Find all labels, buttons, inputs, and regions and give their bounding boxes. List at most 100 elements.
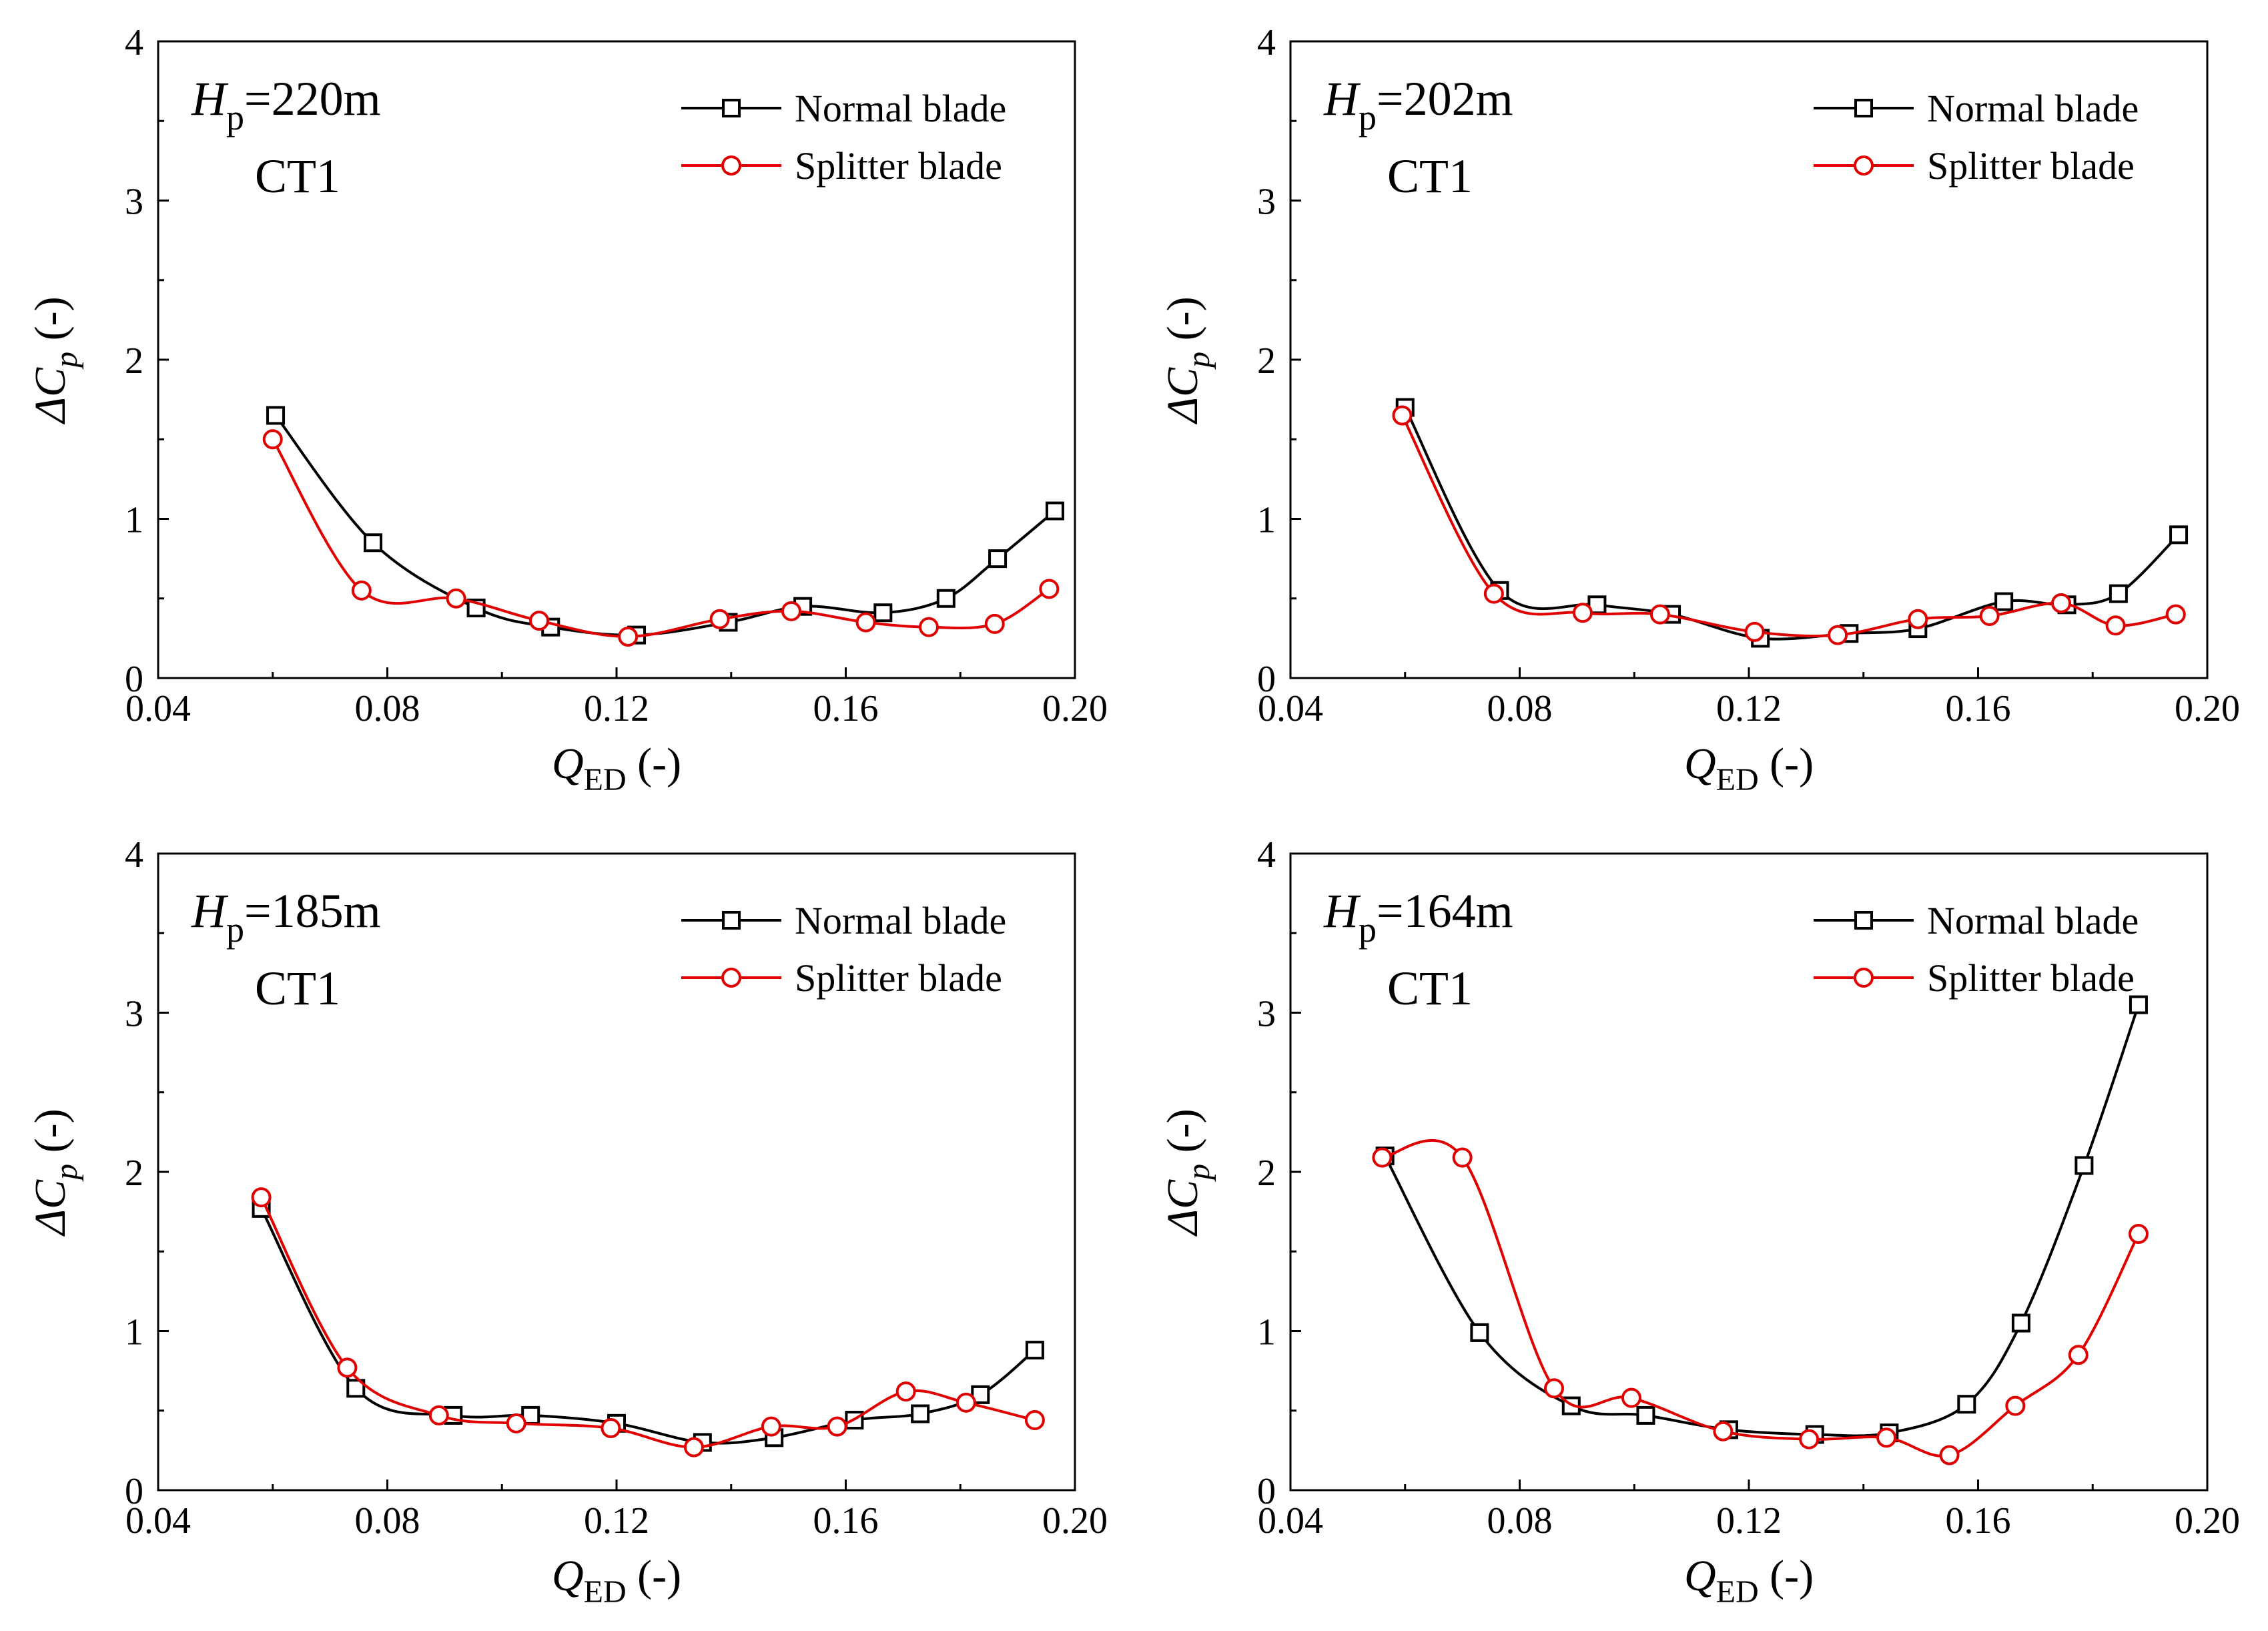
x-tick-label: 0.20: [2175, 688, 2240, 729]
data-point-splitter: [1483, 583, 1504, 604]
x-tick-label: 0.20: [1042, 1500, 1108, 1542]
legend-label: Normal blade: [795, 899, 1006, 942]
data-point-splitter: [2005, 1395, 2026, 1416]
data-point-splitter: [1621, 1387, 1641, 1408]
data-point-splitter: [1372, 1147, 1393, 1168]
head-value: =185m: [244, 884, 381, 938]
head-subscript: p: [226, 97, 244, 137]
y-axis-subscript: p: [1181, 352, 1216, 370]
data-point-normal: [1636, 1405, 1655, 1425]
x-tick-label: 0.08: [355, 688, 420, 729]
legend-marker-circle: [1854, 155, 1874, 176]
x-axis-unit: (-): [1759, 739, 1814, 788]
head-value: =220m: [244, 72, 381, 125]
x-axis-subscript: ED: [1716, 762, 1759, 797]
data-point-normal: [988, 549, 1008, 569]
y-tick-label: 0: [125, 1471, 143, 1512]
y-axis-title: ΔCp (-): [26, 296, 84, 424]
data-point-splitter: [428, 1405, 449, 1425]
y-tick-label: 2: [125, 1153, 143, 1194]
plot-frame: [1289, 852, 2209, 1492]
y-axis-title: ΔCp (-): [1158, 1108, 1216, 1237]
x-tick-label: 0.08: [1487, 688, 1553, 729]
x-axis-symbol: Q: [1684, 739, 1716, 788]
data-point-normal: [1045, 501, 1064, 521]
y-tick-label: 1: [125, 500, 143, 541]
y-axis-subscript: p: [49, 1164, 84, 1182]
x-axis-title: QED (-): [1684, 739, 1814, 797]
legend-label: Normal blade: [1927, 899, 2139, 942]
data-point-splitter: [529, 611, 550, 631]
plot-frame: [1289, 40, 2209, 679]
y-tick-label: 4: [125, 22, 143, 63]
y-tick-label: 3: [125, 182, 143, 223]
data-point-splitter: [827, 1416, 847, 1437]
case-label: CT1: [1387, 149, 1473, 203]
data-point-splitter: [1024, 1410, 1045, 1431]
x-axis-title: QED (-): [552, 739, 681, 797]
x-axis-symbol: Q: [552, 1552, 584, 1600]
legend-label: Normal blade: [795, 87, 1006, 130]
data-point-splitter: [2128, 1224, 2149, 1245]
data-point-splitter: [1828, 625, 1848, 645]
data-point-splitter: [506, 1413, 526, 1433]
series-line-normal: [1383, 1004, 2140, 1437]
y-tick-label: 0: [1257, 1471, 1276, 1512]
data-point-splitter: [761, 1416, 781, 1437]
data-point-splitter: [895, 1381, 916, 1402]
series-line-splitter: [272, 438, 1050, 639]
y-axis-unit: (-): [1158, 1108, 1207, 1163]
data-point-splitter: [1452, 1147, 1473, 1168]
x-tick-label: 0.16: [813, 1500, 879, 1542]
data-point-splitter: [262, 429, 283, 450]
x-axis-subscript: ED: [584, 762, 627, 797]
case-label: CT1: [255, 962, 340, 1015]
y-tick-label: 4: [1257, 834, 1276, 876]
legend-marker-circle: [721, 968, 741, 988]
y-tick-label: 0: [1257, 659, 1276, 700]
data-point-splitter: [1544, 1378, 1565, 1399]
x-axis-unit: (-): [627, 1552, 681, 1600]
x-tick-label: 0.16: [813, 688, 879, 729]
y-axis-title: ΔCp (-): [26, 1108, 84, 1237]
y-tick-label: 3: [1257, 994, 1276, 1035]
x-tick-label: 0.12: [1716, 688, 1782, 729]
y-tick-label: 0: [125, 659, 143, 700]
legend-label: Normal blade: [1927, 87, 2139, 130]
legend-label: Splitter blade: [795, 956, 1002, 1000]
data-point-normal: [364, 533, 383, 553]
data-point-normal: [346, 1379, 366, 1398]
legend-marker-square: [1854, 911, 1873, 930]
data-point-splitter: [1039, 579, 1060, 599]
legend-marker-circle: [721, 155, 741, 176]
data-point-splitter: [683, 1437, 704, 1457]
y-tick-label: 2: [125, 340, 143, 382]
series-line-splitter: [1382, 1138, 2140, 1457]
head-subscript: p: [1359, 910, 1377, 950]
data-point-splitter: [618, 626, 639, 647]
x-tick-label: 0.20: [1042, 688, 1108, 729]
data-point-normal: [1025, 1341, 1044, 1360]
data-point-splitter: [1649, 604, 1670, 625]
x-tick-label: 0.16: [1946, 688, 2011, 729]
legend-marker-square: [722, 99, 741, 117]
y-axis-subscript: p: [49, 352, 84, 370]
data-point-splitter: [855, 612, 876, 633]
data-point-splitter: [1392, 405, 1413, 426]
data-point-normal: [971, 1385, 990, 1404]
x-tick-label: 0.12: [584, 688, 649, 729]
legend-marker-circle: [1854, 968, 1874, 988]
data-point-splitter: [1979, 605, 2000, 626]
x-axis-subscript: ED: [1716, 1574, 1759, 1610]
data-point-normal: [873, 603, 893, 623]
plot-frame: [157, 40, 1076, 679]
data-point-normal: [1470, 1323, 1489, 1342]
data-point-normal: [1994, 592, 2014, 611]
data-point-normal: [2109, 584, 2128, 603]
data-point-normal: [2129, 995, 2148, 1014]
y-axis-symbol: ΔC: [1158, 1179, 1207, 1237]
x-tick-label: 0.12: [1716, 1500, 1782, 1542]
